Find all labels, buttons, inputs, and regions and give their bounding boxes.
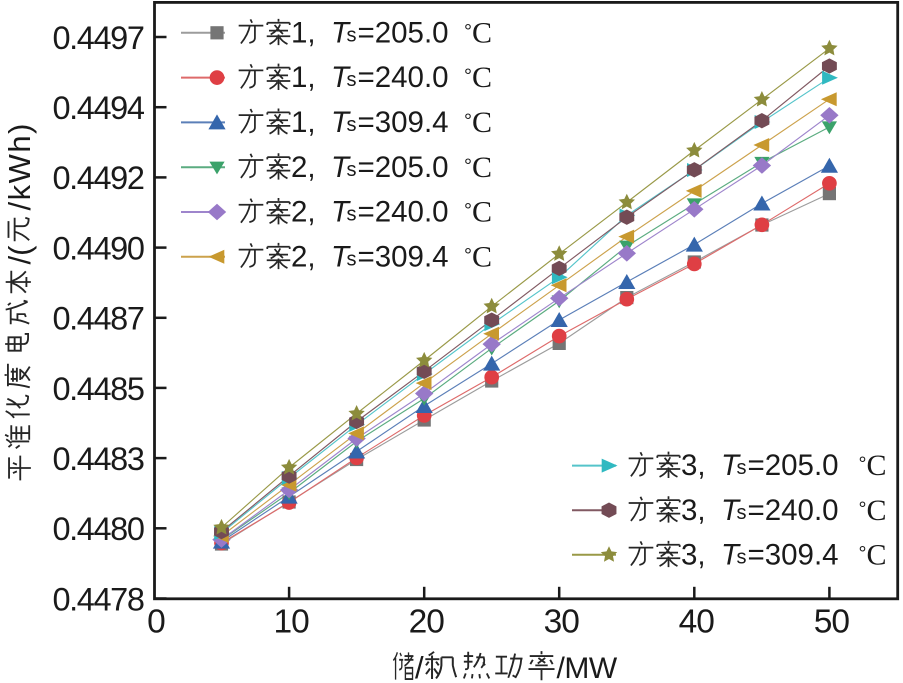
svg-text:3,: 3, [681, 494, 706, 527]
svg-text:1,: 1, [291, 16, 316, 49]
svg-text:s: s [347, 24, 357, 46]
svg-text:s: s [347, 69, 357, 91]
svg-text:1,: 1, [291, 106, 316, 139]
svg-text:0.4487: 0.4487 [52, 301, 143, 337]
svg-text:=309.4: =309.4 [748, 538, 839, 571]
svg-text:°C: °C [464, 61, 492, 94]
svg-text:s: s [737, 546, 747, 568]
svg-text:=205.0: =205.0 [748, 449, 839, 482]
svg-text:30: 30 [544, 603, 580, 640]
svg-text:T: T [331, 240, 351, 273]
svg-text:2,: 2, [291, 240, 316, 273]
svg-text:0.4494: 0.4494 [52, 90, 144, 126]
svg-text:=240.0: =240.0 [358, 61, 449, 94]
svg-text:°C: °C [859, 538, 887, 571]
svg-text:0.4485: 0.4485 [52, 371, 143, 407]
svg-text:0: 0 [147, 603, 165, 640]
svg-text:0.4492: 0.4492 [52, 160, 143, 196]
svg-text:T: T [721, 494, 741, 527]
svg-text:/: / [415, 650, 424, 683]
svg-text:T: T [721, 538, 741, 571]
svg-text:T: T [331, 196, 351, 229]
svg-text:0.4480: 0.4480 [52, 511, 143, 547]
svg-text:40: 40 [679, 603, 715, 640]
svg-text:3,: 3, [681, 449, 706, 482]
svg-text:T: T [331, 106, 351, 139]
svg-text:0.4490: 0.4490 [52, 230, 143, 266]
svg-text:3,: 3, [681, 538, 706, 571]
svg-text:°C: °C [464, 240, 492, 273]
svg-text:1,: 1, [291, 61, 316, 94]
svg-text:=240.0: =240.0 [358, 196, 449, 229]
svg-text:T: T [331, 16, 351, 49]
svg-text:2,: 2, [291, 196, 316, 229]
svg-text:0.4478: 0.4478 [52, 581, 143, 617]
svg-text:s: s [347, 159, 357, 181]
svg-text:50: 50 [814, 603, 850, 640]
svg-text:s: s [347, 204, 357, 226]
svg-text:s: s [347, 114, 357, 136]
svg-text:s: s [737, 457, 747, 479]
svg-text:s: s [347, 248, 357, 270]
svg-text:=240.0: =240.0 [748, 494, 839, 527]
svg-text:°C: °C [464, 196, 492, 229]
svg-text:20: 20 [409, 603, 445, 640]
svg-text:=309.4: =309.4 [358, 240, 449, 273]
svg-text:/MW: /MW [557, 652, 618, 683]
svg-text:=309.4: =309.4 [358, 106, 449, 139]
svg-text:2,: 2, [291, 151, 316, 184]
svg-text:T: T [721, 449, 741, 482]
svg-text:/kWh): /kWh) [2, 122, 37, 210]
svg-text:10: 10 [273, 603, 309, 640]
svg-text:=205.0: =205.0 [358, 151, 449, 184]
svg-text:T: T [331, 61, 351, 94]
svg-text:°C: °C [464, 106, 492, 139]
svg-text:s: s [737, 502, 747, 524]
svg-text:T: T [331, 151, 351, 184]
svg-text:°C: °C [464, 151, 492, 184]
svg-text:°C: °C [464, 16, 492, 49]
svg-text:°C: °C [859, 494, 887, 527]
svg-text:=205.0: =205.0 [358, 16, 449, 49]
svg-text:0.4497: 0.4497 [52, 20, 143, 56]
svg-text:°C: °C [859, 449, 887, 482]
svg-text:0.4483: 0.4483 [52, 441, 143, 477]
svg-text:/(: /( [2, 245, 37, 265]
